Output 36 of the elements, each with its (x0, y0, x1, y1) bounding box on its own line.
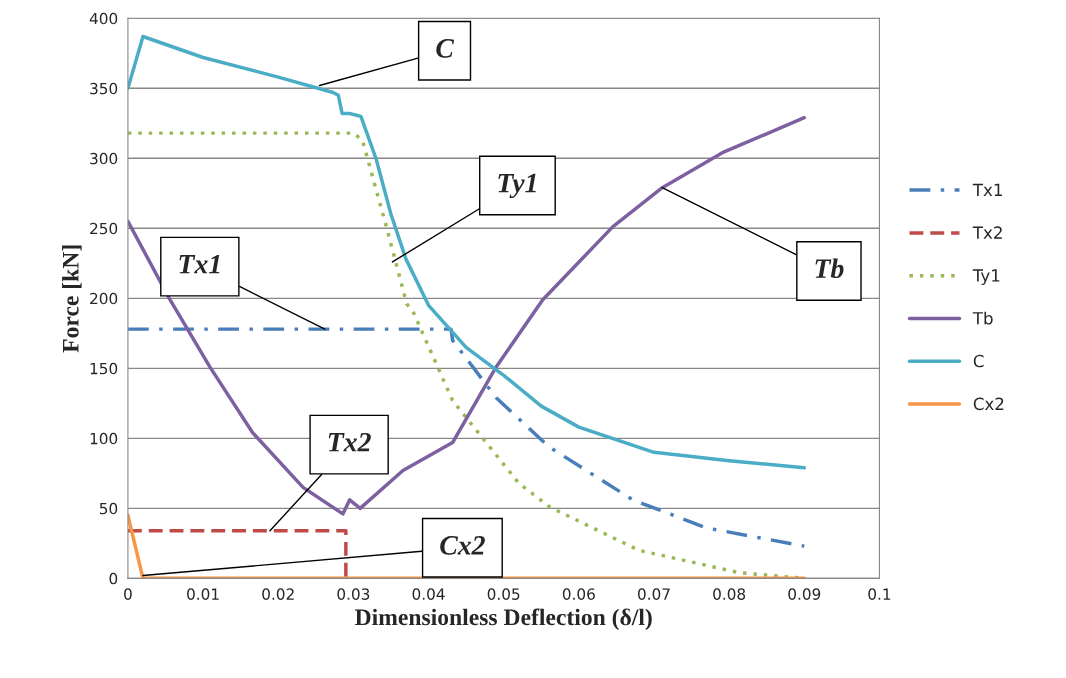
legend-label: Cx2 (973, 397, 1004, 411)
annotation: Tb (815, 258, 844, 279)
y-tick-label: 250 (90, 222, 118, 235)
x-axis-title: Dimensionless Deflection (δ/l) (355, 608, 652, 631)
x-tick-label: 0.01 (187, 588, 219, 600)
legend-label: Tb (972, 311, 993, 325)
x-tick-label: 0.02 (262, 588, 294, 600)
x-tick-label: 0.05 (487, 588, 520, 600)
x-tick-label: 0.04 (412, 588, 445, 600)
x-tick-label: 0.03 (337, 588, 370, 600)
annotation: Tx1 (179, 254, 220, 274)
y-tick-label: 300 (90, 152, 118, 165)
legend-label: Ty1 (972, 269, 1000, 285)
y-tick-label: 50 (99, 502, 118, 515)
line-series (127, 34, 807, 470)
x-tick-label: 0.09 (788, 588, 821, 600)
legend-label: C (973, 354, 984, 368)
x-tick-label: 0.07 (637, 588, 670, 600)
y-tick-label: 200 (90, 292, 118, 305)
legend-label: Tx1 (972, 183, 1002, 196)
annotation: Cx2 (440, 536, 485, 555)
x-tick-label: 0.1 (868, 588, 891, 600)
y-tick-label: 0 (109, 572, 118, 585)
legend-label: Tx2 (972, 226, 1002, 239)
y-tick-label: 350 (90, 82, 118, 95)
y-tick-label: 400 (89, 12, 118, 25)
y-tick-label: 100 (90, 432, 118, 445)
annotation: C (436, 39, 455, 58)
y-tick-label: 150 (90, 362, 118, 375)
x-tick-label: 0 (124, 588, 132, 600)
annotation: Ty1 (498, 173, 536, 199)
x-tick-label: 0.08 (713, 588, 746, 600)
line-series (127, 115, 807, 516)
annotation: Tx2 (328, 432, 371, 452)
x-tick-label: 0.06 (562, 588, 595, 600)
y-axis-title: Force [kN] (62, 245, 82, 353)
